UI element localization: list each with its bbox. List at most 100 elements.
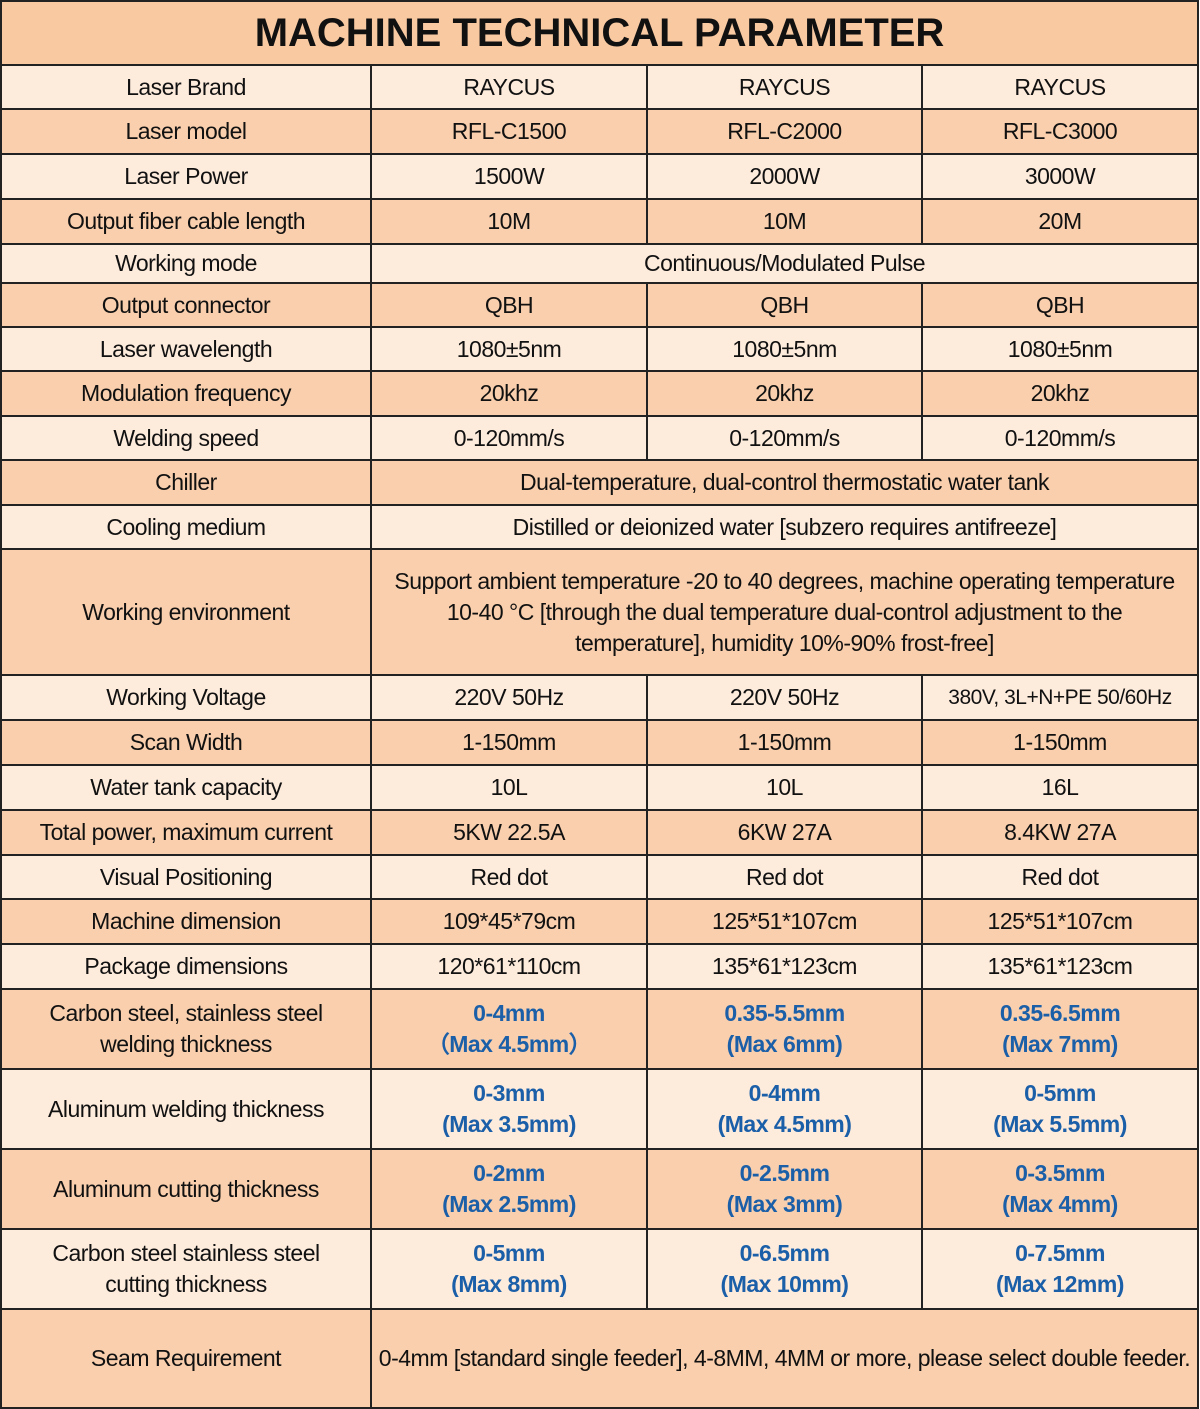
parameter-label: Working mode [0,243,372,284]
parameter-label: Welding speed [0,415,372,461]
table-row: Package dimensions 120*61*110cm 135*61*123… [0,943,1200,990]
parameter-value: 20khz [370,370,648,417]
parameter-value: 20khz [920,370,1200,417]
parameter-value: 2000W [646,153,923,200]
parameter-value: Red dot [646,854,923,900]
parameter-value: 0-4mm （Max 4.5mm） [370,988,648,1070]
parameter-label: Laser Power [0,153,372,200]
value-line: (Max 7mm) [1002,1031,1118,1057]
parameter-label: Water tank capacity [0,764,372,811]
table-row: Chiller Dual-temperature, dual-control th… [0,459,1200,506]
value-line: 0-6.5mm [739,1240,830,1266]
parameter-value: RAYCUS [646,64,923,110]
parameter-value: 6KW 27A [646,809,923,856]
parameter-value: 1500W [370,153,648,200]
parameter-value-merged: 0-4mm [standard single feeder], 4-8MM, 4… [369,1308,1200,1409]
table-row: Total power, maximum current 5KW 22.5A 6KW… [0,809,1200,856]
parameter-value: 1-150mm [646,719,923,766]
parameter-label: Output fiber cable length [0,198,372,245]
parameter-label: Seam Requirement [0,1308,372,1409]
parameter-value: 135*61*123cm [646,943,923,990]
value-line: (Max 8mm) [451,1271,567,1297]
parameter-value: QBH [646,282,923,328]
parameter-value: 0-120mm/s [646,415,923,461]
value-line: 0-4mm [748,1080,821,1106]
parameter-value: 220V 50Hz [646,674,923,721]
value-line: （Max 4.5mm） [426,1031,592,1057]
value-line: (Max 4.5mm) [717,1111,852,1137]
parameter-value: 120*61*110cm [370,943,648,990]
value-line: (Max 3mm) [726,1191,843,1217]
parameter-value-merged: Continuous/Modulated Pulse [369,243,1200,284]
table-row: Scan Width 1-150mm 1-150mm 1-150mm [0,719,1200,766]
parameter-value: 20M [920,198,1200,245]
parameter-value: 16L [920,764,1200,811]
parameter-value: 10L [370,764,648,811]
table-row: Carbon steel, stainless steel welding th… [0,988,1200,1070]
value-line: 0-3mm [473,1080,545,1106]
value-line: 0.35-5.5mm [724,1000,845,1026]
parameter-value: 1-150mm [920,719,1200,766]
parameter-value: 0-120mm/s [920,415,1200,461]
value-line: 0-3.5mm [1015,1160,1105,1186]
value-line: 0.35-6.5mm [999,1000,1121,1026]
parameter-label: Laser wavelength [0,326,372,372]
parameter-label: Machine dimension [0,898,372,945]
table-row: Aluminum welding thickness 0-3mm (Max 3.5m… [0,1068,1200,1150]
parameter-value: 135*61*123cm [920,943,1200,990]
table-row: Machine dimension 109*45*79cm 125*51*107cm… [0,898,1200,945]
parameter-value: 125*51*107cm [646,898,923,945]
table-row: Aluminum cutting thickness 0-2mm (Max 2.5m… [0,1148,1200,1230]
parameter-label: Aluminum welding thickness [0,1068,372,1150]
table-row: Laser wavelength 1080±5nm 1080±5nm 1080±5nm [0,326,1200,372]
value-line: 0-2.5mm [739,1160,830,1186]
parameter-value: 0.35-6.5mm (Max 7mm) [920,988,1200,1070]
parameter-label: Output connector [0,282,372,328]
value-line: 0-5mm [1024,1080,1096,1106]
table-row: Welding speed 0-120mm/s 0-120mm/s 0-120mm/s [0,415,1200,461]
parameter-label: Carbon steel stainless steel cutting thi… [0,1228,372,1310]
parameter-value: QBH [920,282,1200,328]
table-row: Working mode Continuous/Modulated Pulse [0,243,1200,284]
table-row: Laser model RFL-C1500 RFL-C2000 RFL-C3000 [0,108,1200,155]
parameter-value: Red dot [920,854,1200,900]
parameter-label: Chiller [0,459,372,506]
parameter-value: 0-2mm (Max 2.5mm) [370,1148,648,1230]
value-line: (Max 12mm) [996,1271,1124,1297]
parameter-value-merged: Support ambient temperature -20 to 40 de… [369,548,1200,676]
parameter-value: 3000W [920,153,1200,200]
table-row: Visual Positioning Red dot Red dot Red dot [0,854,1200,900]
parameter-value: 10M [646,198,923,245]
table-row: Modulation frequency 20khz 20khz 20khz [0,370,1200,417]
value-line: (Max 4mm) [1002,1191,1118,1217]
title-row: MACHINE TECHNICAL PARAMETER [0,0,1200,66]
table-row: Working environment Support ambient tempe… [0,548,1200,676]
parameter-value: 8.4KW 27A [920,809,1200,856]
value-line: (Max 10mm) [720,1271,849,1297]
parameter-value: 380V, 3L+N+PE 50/60Hz [920,674,1200,721]
table-row: Water tank capacity 10L 10L 16L [0,764,1200,811]
table-row: Laser Brand RAYCUS RAYCUS RAYCUS [0,64,1200,110]
parameter-label: Carbon steel, stainless steel welding th… [0,988,372,1070]
parameter-value: 0-5mm (Max 8mm) [370,1228,648,1310]
parameter-value: 0.35-5.5mm (Max 6mm) [646,988,923,1070]
table-row: Carbon steel stainless steel cutting thi… [0,1228,1200,1310]
value-line: (Max 3.5mm) [442,1111,576,1137]
parameter-value: 10M [370,198,648,245]
value-line: (Max 5.5mm) [993,1111,1127,1137]
parameter-label: Working Voltage [0,674,372,721]
parameter-label: Modulation frequency [0,370,372,417]
parameter-label: Working environment [0,548,372,676]
parameter-value: RFL-C3000 [920,108,1200,155]
parameter-label: Package dimensions [0,943,372,990]
parameter-label: Cooling medium [0,504,372,550]
value-line: (Max 2.5mm) [442,1191,576,1217]
parameter-value-merged: Dual-temperature, dual-control thermosta… [369,459,1200,506]
table-row: Working Voltage 220V 50Hz 220V 50Hz 380V, 3… [0,674,1200,721]
parameter-value-merged: Distilled or deionized water [subzero re… [369,504,1200,550]
table-row: Cooling medium Distilled or deionized wat… [0,504,1200,550]
parameter-label: Scan Width [0,719,372,766]
parameter-value: 0-120mm/s [370,415,648,461]
parameter-label: Visual Positioning [0,854,372,900]
